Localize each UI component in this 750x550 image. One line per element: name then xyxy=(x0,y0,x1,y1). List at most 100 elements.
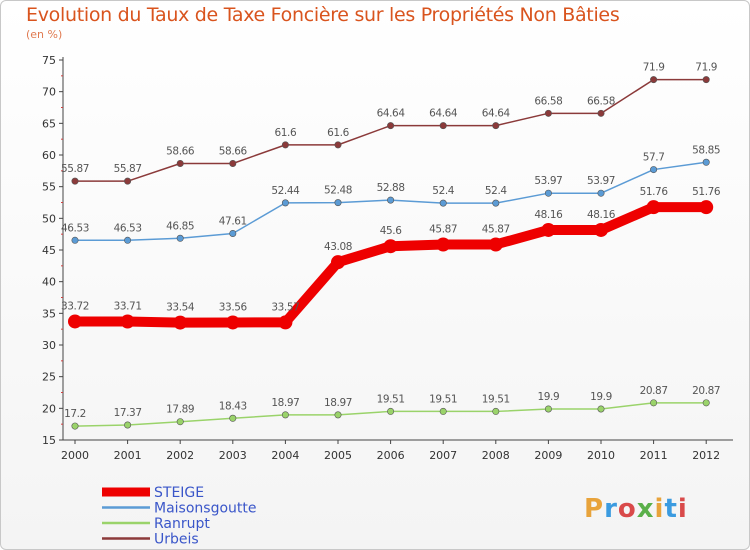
proxiti-logo: Proxiti xyxy=(584,494,688,524)
y-tick-label: 15 xyxy=(42,434,56,447)
data-point xyxy=(544,109,552,117)
data-label: 71.9 xyxy=(695,62,717,74)
y-tick-label: 35 xyxy=(42,307,56,320)
x-tick-label: 2012 xyxy=(692,449,720,462)
data-point xyxy=(597,405,605,413)
data-label: 46.85 xyxy=(166,220,194,232)
data-label: 71.9 xyxy=(643,62,665,74)
data-point xyxy=(334,199,342,207)
data-label: 52.44 xyxy=(271,185,300,197)
data-label: 19.51 xyxy=(482,393,510,405)
data-label: 46.53 xyxy=(114,222,142,234)
x-tick-label: 2011 xyxy=(640,449,668,462)
data-label: 45.87 xyxy=(429,223,457,235)
data-point xyxy=(124,421,132,429)
data-point xyxy=(650,166,658,174)
data-point xyxy=(71,422,79,430)
y-tick-label: 65 xyxy=(42,117,56,130)
x-tick-label: 2003 xyxy=(219,449,247,462)
data-label: 33.54 xyxy=(166,302,195,314)
data-point xyxy=(646,200,661,215)
logo-letter: t xyxy=(664,494,678,524)
data-label: 52.4 xyxy=(432,185,454,197)
data-point xyxy=(387,196,395,204)
data-label: 55.87 xyxy=(114,163,142,175)
data-label: 61.6 xyxy=(327,127,349,139)
data-point xyxy=(597,109,605,117)
logo-letter: i xyxy=(654,494,665,524)
data-label: 43.08 xyxy=(324,241,352,253)
data-label: 45.6 xyxy=(380,225,402,237)
data-point xyxy=(68,314,82,329)
chart-title: Evolution du Taux de Taxe Foncière sur l… xyxy=(26,4,620,26)
data-point xyxy=(176,418,184,426)
y-tick-label: 25 xyxy=(42,371,56,384)
data-label: 48.16 xyxy=(534,209,563,221)
data-point xyxy=(281,199,289,207)
data-point xyxy=(176,159,184,167)
logo-letter: r xyxy=(604,494,618,524)
x-tick-label: 2006 xyxy=(377,449,405,462)
data-label: 33.57 xyxy=(271,301,299,313)
data-point xyxy=(176,234,184,242)
data-point xyxy=(439,122,447,130)
data-label: 58.85 xyxy=(692,144,720,156)
y-tick-label: 45 xyxy=(42,244,56,257)
data-label: 57.7 xyxy=(643,152,665,164)
data-point xyxy=(71,177,79,185)
x-tick-label: 2007 xyxy=(429,449,457,462)
data-point xyxy=(702,158,710,166)
data-point xyxy=(124,236,132,244)
legend-entry: Ranrupt xyxy=(154,516,210,532)
data-point xyxy=(544,189,552,197)
x-tick-label: 2001 xyxy=(114,449,142,462)
data-point xyxy=(492,407,500,415)
data-label: 20.87 xyxy=(640,385,668,397)
data-label: 51.76 xyxy=(640,186,669,198)
data-label: 52.48 xyxy=(324,185,352,197)
data-label: 20.87 xyxy=(692,385,720,397)
x-tick-label: 2008 xyxy=(482,449,510,462)
legend-entry: STEIGE xyxy=(154,485,204,501)
y-tick-label: 50 xyxy=(42,212,56,225)
data-label: 17.2 xyxy=(64,408,86,420)
data-label: 52.88 xyxy=(377,182,405,194)
data-point xyxy=(488,237,503,252)
legend-entry: Maisonsgoutte xyxy=(154,501,257,517)
data-point xyxy=(492,199,500,207)
data-label: 33.71 xyxy=(114,301,142,313)
y-tick-label: 60 xyxy=(42,149,56,162)
data-point xyxy=(702,399,710,407)
data-point xyxy=(278,315,293,330)
y-tick-label: 70 xyxy=(42,86,56,99)
logo-letter: P xyxy=(584,494,605,524)
data-point xyxy=(439,407,447,415)
data-label: 19.51 xyxy=(429,393,457,405)
data-point xyxy=(387,407,395,415)
x-tick-label: 2002 xyxy=(166,449,194,462)
data-label: 46.53 xyxy=(61,222,89,234)
data-point xyxy=(173,315,188,330)
data-point xyxy=(334,411,342,419)
data-point xyxy=(331,255,345,270)
data-point xyxy=(492,122,500,130)
x-tick-label: 2009 xyxy=(534,449,562,462)
data-point xyxy=(225,315,240,330)
y-tick-label: 55 xyxy=(42,181,56,194)
data-label: 61.6 xyxy=(275,127,297,139)
logo-letter: x xyxy=(636,494,655,524)
data-label: 55.87 xyxy=(61,163,89,175)
data-point xyxy=(229,159,237,167)
data-point xyxy=(699,200,714,215)
data-point xyxy=(597,189,605,197)
x-tick-label: 2005 xyxy=(324,449,352,462)
y-tick-label: 75 xyxy=(42,54,56,67)
data-point xyxy=(334,141,342,149)
data-label: 45.87 xyxy=(482,223,510,235)
data-point xyxy=(229,414,237,422)
data-label: 66.58 xyxy=(534,95,562,107)
data-label: 64.64 xyxy=(377,108,406,120)
data-label: 33.72 xyxy=(61,300,89,312)
